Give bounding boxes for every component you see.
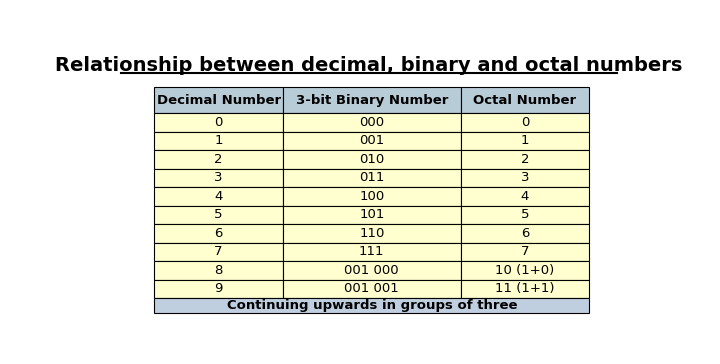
Text: 6: 6 — [521, 227, 529, 240]
Bar — [283, 224, 461, 242]
Text: Continuing upwards in groups of three: Continuing upwards in groups of three — [227, 299, 517, 312]
Bar — [283, 206, 461, 224]
Bar — [283, 131, 461, 150]
Bar — [154, 87, 283, 113]
Text: 010: 010 — [359, 153, 384, 166]
Bar — [154, 224, 283, 242]
Bar — [461, 150, 590, 169]
Text: 11 (1+1): 11 (1+1) — [495, 282, 555, 295]
Text: 6: 6 — [215, 227, 222, 240]
Text: 3-bit Binary Number: 3-bit Binary Number — [296, 94, 448, 107]
Text: 3: 3 — [215, 171, 222, 184]
Text: 1: 1 — [215, 134, 222, 147]
Bar — [283, 261, 461, 280]
Text: 100: 100 — [359, 190, 384, 203]
Bar — [283, 150, 461, 169]
Bar — [461, 169, 590, 187]
Text: 4: 4 — [521, 190, 529, 203]
Text: 3: 3 — [521, 171, 529, 184]
Bar — [154, 206, 283, 224]
Bar — [283, 169, 461, 187]
Text: 7: 7 — [521, 245, 529, 258]
Text: 2: 2 — [521, 153, 529, 166]
Bar — [154, 280, 283, 298]
Text: 4: 4 — [215, 190, 222, 203]
Text: 000: 000 — [359, 116, 384, 129]
Text: Relationship between decimal, binary and octal numbers: Relationship between decimal, binary and… — [55, 56, 683, 75]
Text: 5: 5 — [215, 208, 222, 221]
Text: 5: 5 — [521, 208, 529, 221]
Text: 011: 011 — [359, 171, 384, 184]
Text: 10 (1+0): 10 (1+0) — [495, 264, 554, 277]
Text: 1: 1 — [521, 134, 529, 147]
Bar — [461, 113, 590, 131]
Text: 101: 101 — [359, 208, 384, 221]
Bar — [154, 169, 283, 187]
Text: Decimal Number: Decimal Number — [156, 94, 281, 107]
Text: 111: 111 — [359, 245, 384, 258]
Bar — [283, 87, 461, 113]
Bar — [283, 187, 461, 206]
Bar — [461, 261, 590, 280]
Text: 001 000: 001 000 — [344, 264, 399, 277]
Bar — [154, 242, 283, 261]
Bar — [461, 206, 590, 224]
Text: 9: 9 — [215, 282, 222, 295]
Text: 110: 110 — [359, 227, 384, 240]
Bar — [283, 113, 461, 131]
Bar — [154, 150, 283, 169]
Text: 0: 0 — [215, 116, 222, 129]
Bar — [283, 242, 461, 261]
Bar — [461, 280, 590, 298]
Bar — [154, 187, 283, 206]
Bar — [461, 187, 590, 206]
Bar — [283, 280, 461, 298]
Text: 001: 001 — [359, 134, 384, 147]
Text: 8: 8 — [215, 264, 222, 277]
Bar — [154, 131, 283, 150]
Bar — [461, 224, 590, 242]
Bar — [461, 131, 590, 150]
Text: 2: 2 — [215, 153, 222, 166]
Bar — [461, 87, 590, 113]
Bar — [154, 298, 590, 313]
Bar — [461, 242, 590, 261]
Bar — [154, 261, 283, 280]
Text: 7: 7 — [215, 245, 222, 258]
Bar — [154, 113, 283, 131]
Text: Octal Number: Octal Number — [474, 94, 577, 107]
Text: 001 001: 001 001 — [344, 282, 399, 295]
Text: 0: 0 — [521, 116, 529, 129]
